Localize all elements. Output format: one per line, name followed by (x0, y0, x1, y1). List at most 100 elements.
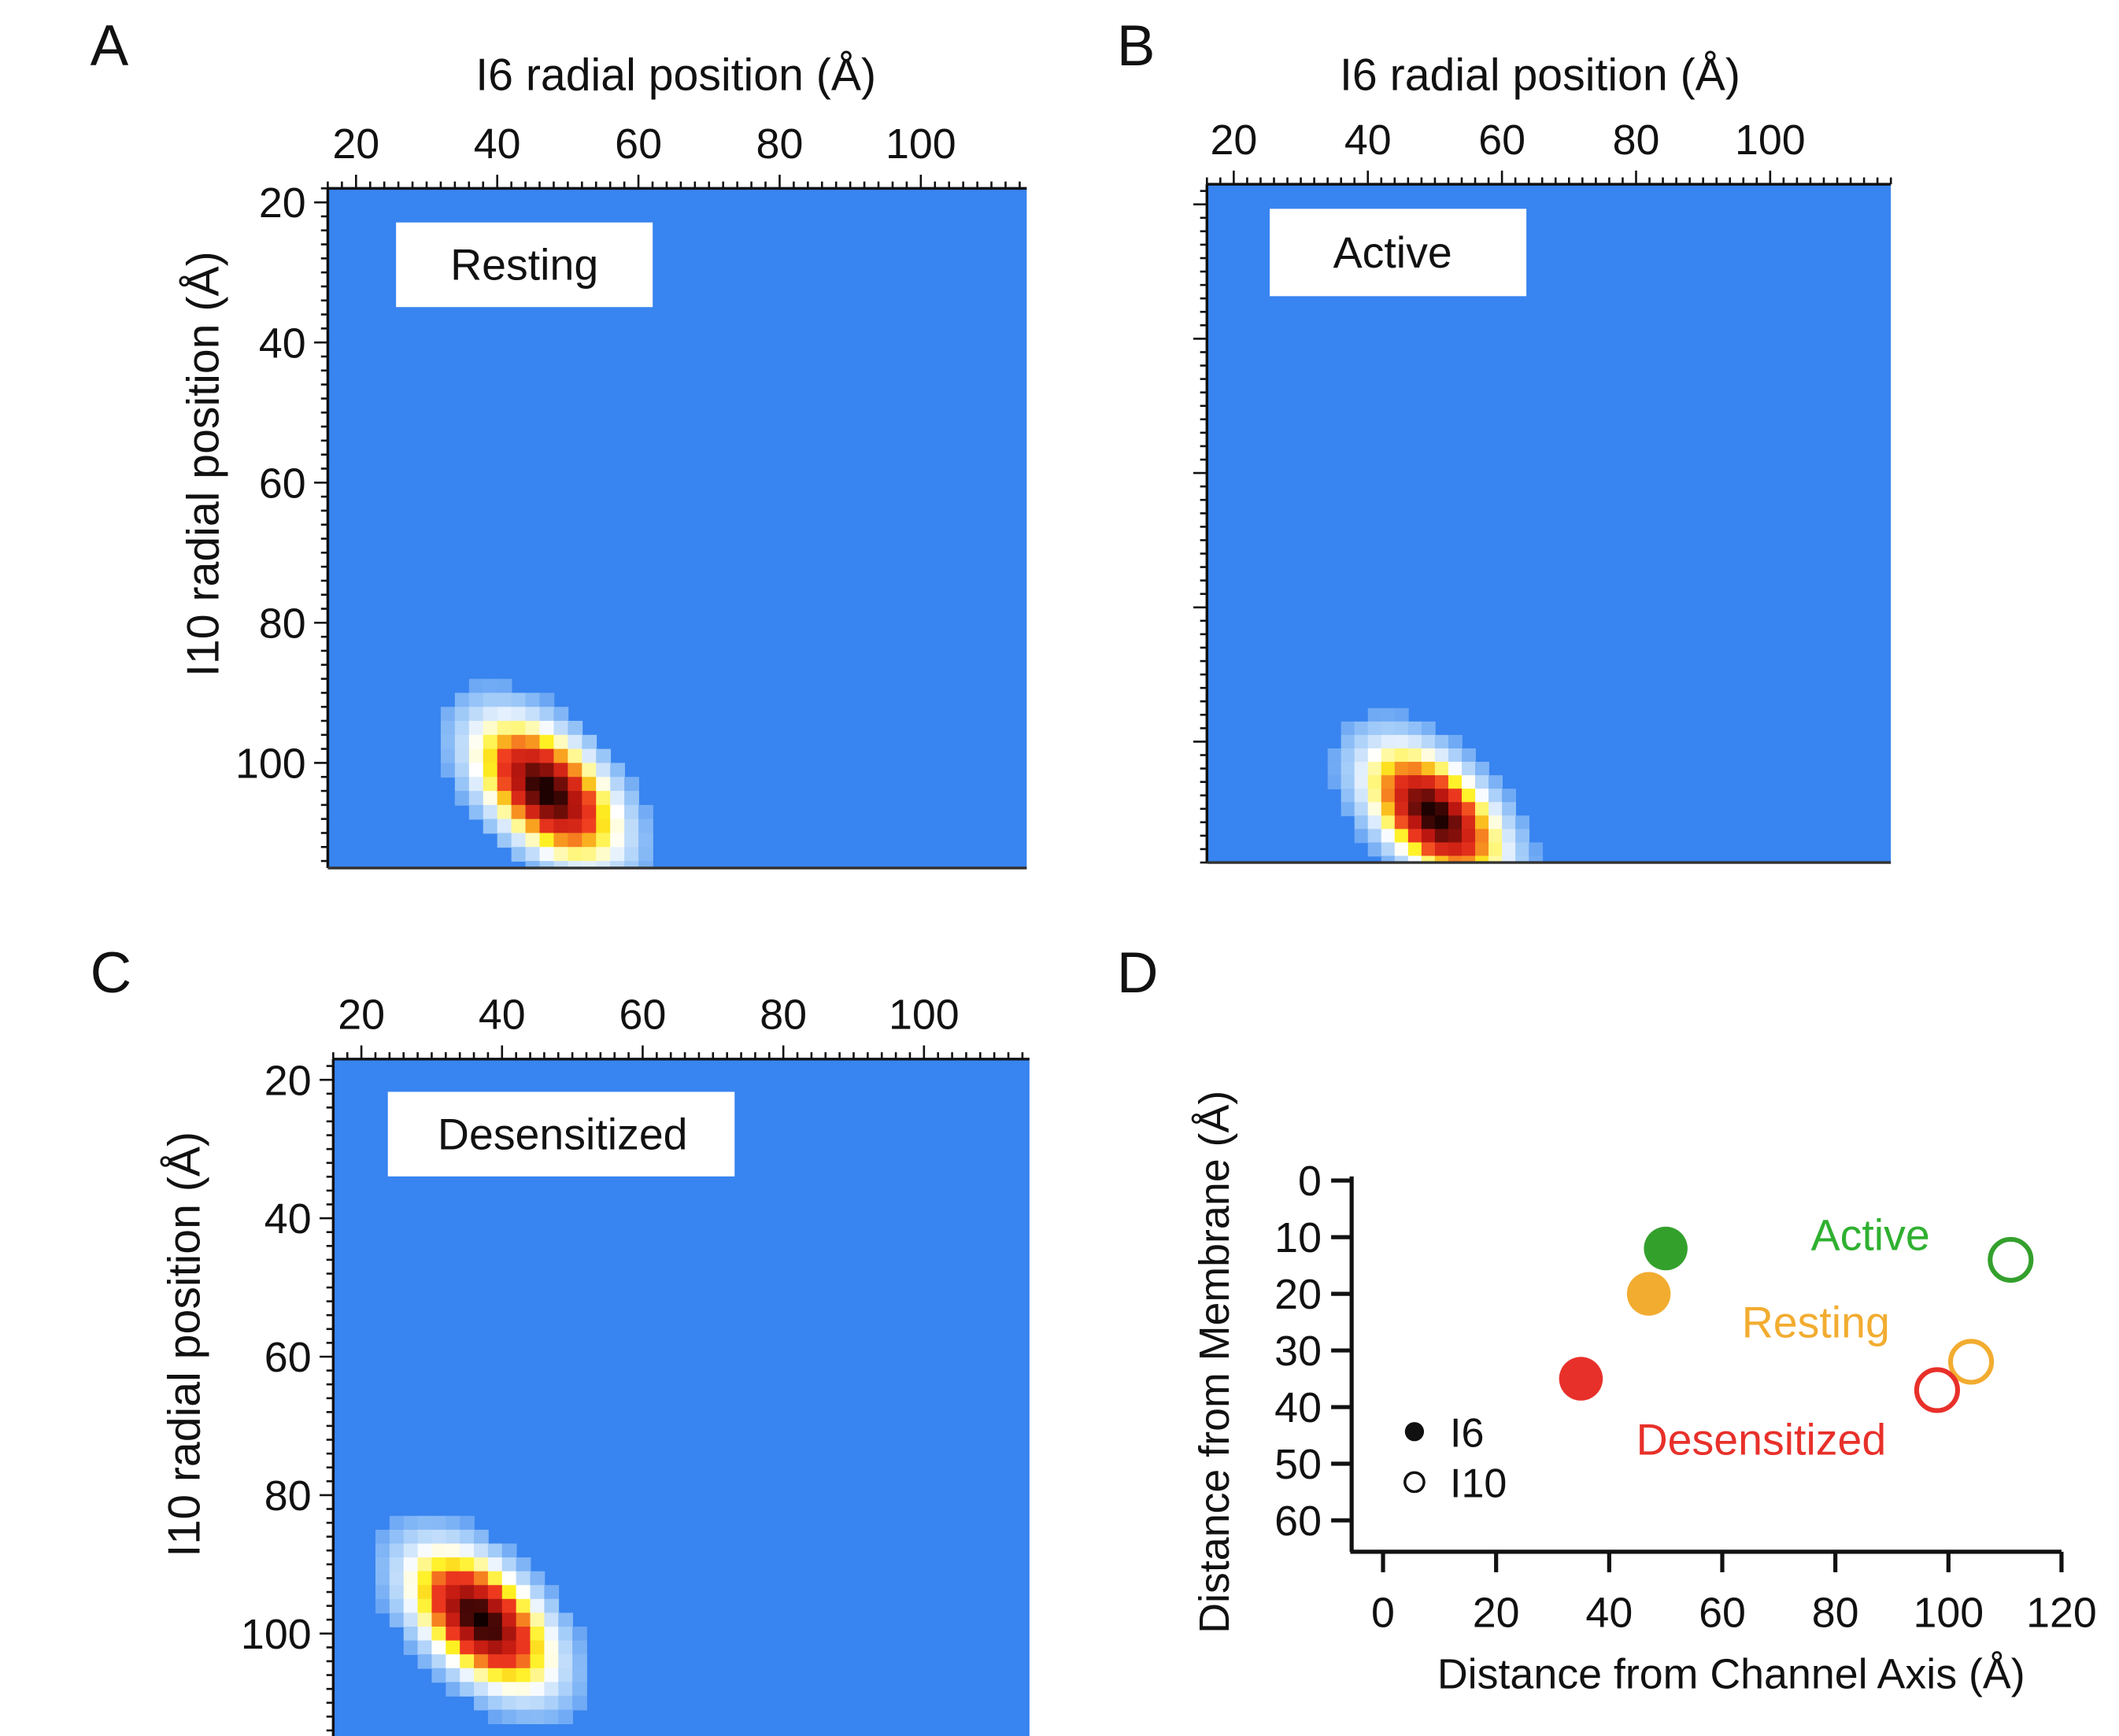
heatmap-cell (454, 791, 470, 806)
heatmap-cell (403, 1598, 419, 1614)
heatmap-cell (1381, 721, 1396, 736)
y-tick-label: 20 (1274, 1271, 1322, 1318)
heatmap-cell (1488, 802, 1503, 817)
heatmap-cell (375, 1529, 390, 1545)
heatmap-cell (568, 734, 583, 750)
heatmap-cell (468, 804, 484, 820)
heatmap-cell (501, 1627, 517, 1642)
heatmap-cell (1475, 842, 1489, 857)
heatmap-cell (501, 1612, 517, 1627)
heatmap-cell (624, 791, 639, 806)
heatmap-cell (610, 804, 626, 820)
heatmap-cell (1407, 775, 1422, 790)
y-tick-label: 30 (1274, 1328, 1322, 1375)
panel-c-y-title: I10 radial position (Å) (159, 1132, 209, 1557)
heatmap-cell (1461, 855, 1476, 863)
heatmap-cell (624, 818, 639, 834)
heatmap-cell (1488, 855, 1503, 863)
heatmap-cell (1448, 762, 1463, 776)
heatmap-cell (1354, 775, 1369, 790)
heatmap-cell (544, 1612, 560, 1627)
heatmap-cell (544, 1585, 560, 1600)
heatmap-cell (558, 1682, 573, 1697)
heatmap-cell (539, 847, 555, 862)
heatmap-cell (431, 1529, 447, 1545)
heatmap-cell (516, 1571, 531, 1586)
y-tick-label: 40 (264, 1195, 312, 1243)
heatmap-cell (454, 748, 470, 764)
x-tick-label: 100 (889, 992, 960, 1039)
heatmap-cell (572, 1668, 587, 1683)
heatmap-cell (501, 1709, 517, 1725)
heatmap-cell (446, 1682, 461, 1697)
heatmap-cell (558, 1709, 573, 1725)
heatmap-cell (1461, 762, 1476, 776)
heatmap-cell (530, 1654, 545, 1669)
heatmap-cell (403, 1640, 419, 1656)
heatmap-cell (1421, 802, 1436, 817)
heatmap-cell (431, 1571, 447, 1586)
y-tick-label: 20 (264, 1057, 312, 1104)
heatmap-cell (525, 734, 541, 750)
desensitized-label: Desensitized (438, 1110, 688, 1158)
heatmap-cell (553, 734, 569, 750)
heatmap-cell (417, 1640, 433, 1656)
heatmap-cell (1434, 842, 1449, 857)
heatmap-cell (596, 818, 612, 834)
heatmap-cell (497, 804, 512, 820)
heatmap-cell (544, 1695, 560, 1711)
heatmap-cell (501, 1543, 517, 1558)
heatmap-cell (525, 707, 541, 722)
y-tick-label: 40 (1274, 1384, 1322, 1431)
heatmap-cell (468, 678, 484, 694)
heatmap-cell (1354, 829, 1369, 844)
heatmap-cell (1488, 815, 1503, 830)
x-tick-label: 60 (1478, 116, 1525, 164)
heatmap-cell (568, 833, 583, 848)
heatmap-cell (483, 678, 498, 694)
heatmap-cell (487, 1709, 503, 1725)
heatmap-cell (1434, 762, 1449, 776)
heatmap-cell (539, 804, 555, 820)
heatmap-cell (417, 1612, 433, 1627)
heatmap-cell (460, 1598, 475, 1614)
heatmap-cell (1407, 789, 1422, 803)
heatmap-cell (572, 1640, 587, 1656)
heatmap-cell (516, 1654, 531, 1669)
heatmap-cell (487, 1682, 503, 1697)
resting-label: Resting (450, 241, 598, 290)
heatmap-cell (596, 777, 612, 792)
heatmap-cell (525, 693, 541, 708)
heatmap-cell (582, 861, 597, 869)
panel-b-x-title: I6 radial position (Å) (1340, 50, 1740, 100)
heatmap-cell (1421, 815, 1436, 830)
heatmap-cell (596, 748, 612, 764)
heatmap-cell (454, 693, 470, 708)
heatmap-cell (582, 847, 597, 862)
heatmap-cell (497, 748, 512, 764)
heatmap-cell (568, 748, 583, 764)
heatmap-cell (1394, 762, 1409, 776)
heatmap-cell (1354, 762, 1369, 776)
heatmap-cell (553, 707, 569, 722)
heatmap-cell (1461, 842, 1476, 857)
heatmap-cell (474, 1529, 489, 1545)
heatmap-cell (1448, 842, 1463, 857)
heatmap-cell (1529, 855, 1544, 863)
heatmap-cell (389, 1598, 405, 1614)
heatmap-cell (530, 1585, 545, 1600)
panel-letter-c: C (91, 941, 132, 1005)
heatmap-cell (389, 1529, 405, 1545)
heatmap-cell (1434, 748, 1449, 763)
legend-i10-marker (1403, 1471, 1426, 1494)
active-label: Active (1333, 228, 1452, 277)
heatmap-cell (497, 763, 512, 778)
active-label-box (1270, 209, 1527, 297)
heatmap-cell (596, 763, 612, 778)
i6-point-active (1644, 1226, 1688, 1271)
y-tick-label: 80 (264, 1472, 312, 1520)
heatmap-cell (1448, 802, 1463, 817)
heatmap-cell (1475, 829, 1489, 844)
heatmap-cell (501, 1682, 517, 1697)
heatmap-cell (1461, 789, 1476, 803)
